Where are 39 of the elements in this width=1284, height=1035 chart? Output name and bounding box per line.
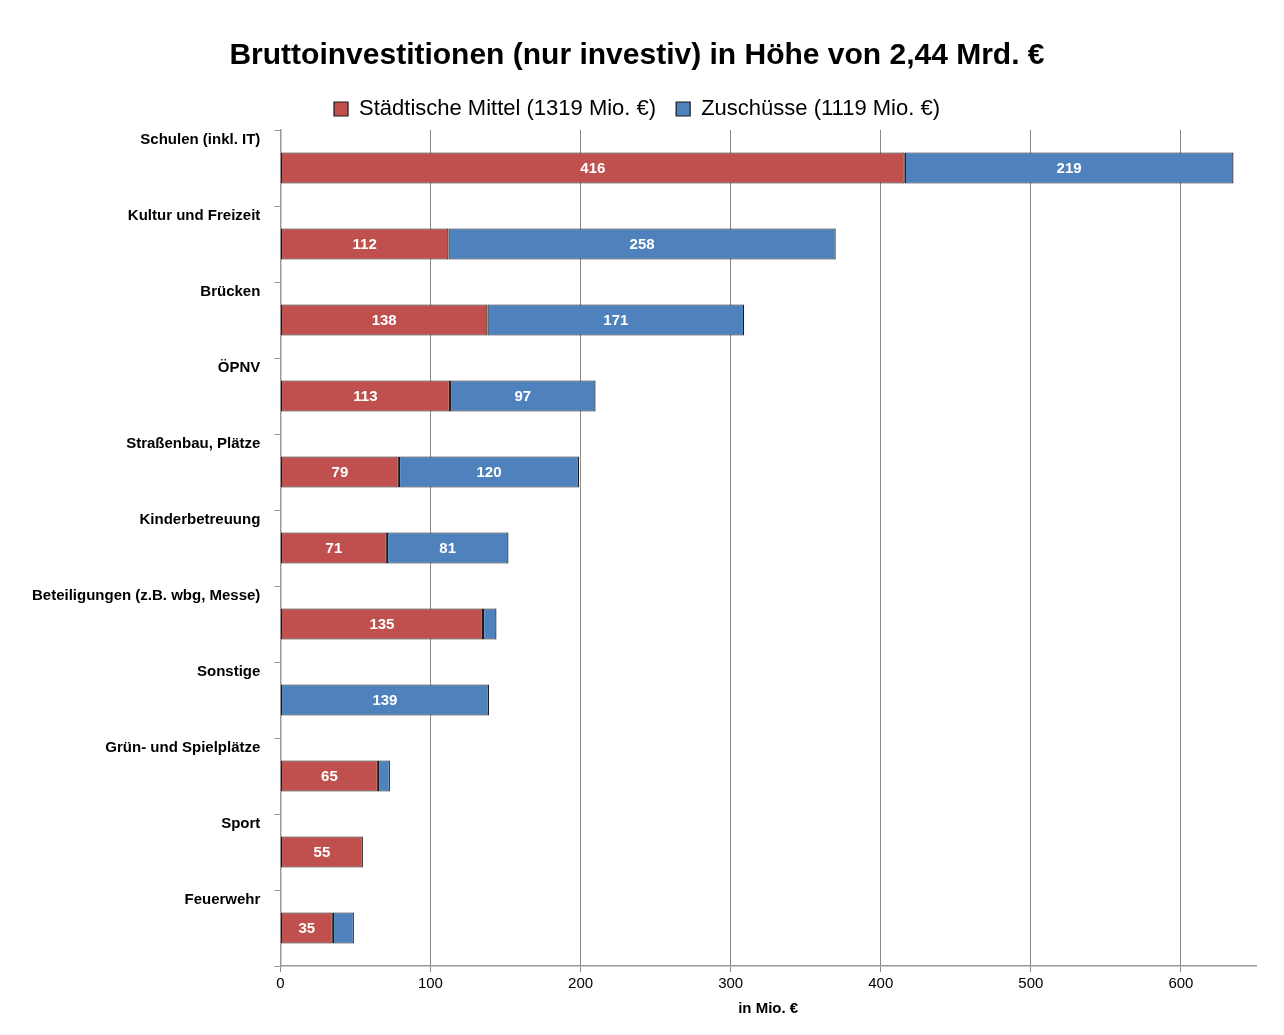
data-label: 81	[439, 539, 457, 557]
data-label: 35	[298, 919, 316, 937]
x-axis-title: in Mio. €	[738, 999, 799, 1017]
y-tick-label: ÖPNV	[217, 358, 261, 376]
data-label: 416	[580, 159, 606, 177]
data-label: 135	[369, 615, 395, 633]
data-label: 71	[325, 539, 343, 557]
legend-label: Städtische Mittel (1319 Mio. €)	[359, 95, 657, 121]
data-label: 79	[331, 463, 349, 481]
y-tick-label: Kinderbetreuung	[139, 510, 261, 528]
data-label: 113	[353, 387, 378, 405]
x-tick-label: 200	[568, 974, 594, 992]
y-tick-label: Sport	[221, 814, 261, 832]
y-tick-label: Straßenbau, Plätze	[126, 434, 261, 452]
y-tick-label: Schulen (inkl. IT)	[140, 130, 261, 148]
data-label: 138	[371, 311, 397, 329]
data-label: 55	[313, 843, 331, 861]
data-label: 258	[629, 235, 655, 253]
data-label: 112	[352, 235, 377, 253]
x-tick-label: 600	[1168, 974, 1194, 992]
data-label: 171	[603, 311, 629, 329]
y-tick-label: Feuerwehr	[184, 890, 261, 908]
legend-label: Zuschüsse (1119 Mio. €)	[701, 95, 940, 121]
x-tick-label: 100	[417, 974, 443, 992]
data-label: 65	[321, 767, 338, 785]
y-tick-label: Grün- und Spielplätze	[105, 738, 261, 756]
data-label: 139	[372, 691, 398, 709]
chart-title: Bruttoinvestitionen (nur investiv) in Höhe von 2,44 Mrd. €	[229, 37, 1045, 71]
data-label: 219	[1056, 159, 1082, 177]
data-label: 120	[476, 463, 502, 481]
data-label: 97	[514, 387, 532, 405]
y-tick-label: Beteiligungen (z.B. wbg, Messe)	[32, 586, 261, 604]
y-tick-label: Sonstige	[197, 662, 261, 680]
y-tick-label: Kultur und Freizeit	[127, 206, 261, 224]
y-tick-label: Brücken	[200, 282, 261, 300]
x-tick-label: 400	[868, 974, 894, 992]
x-tick-label: 500	[1018, 974, 1044, 992]
x-tick-label: 0	[276, 974, 285, 992]
x-tick-label: 300	[718, 974, 744, 992]
